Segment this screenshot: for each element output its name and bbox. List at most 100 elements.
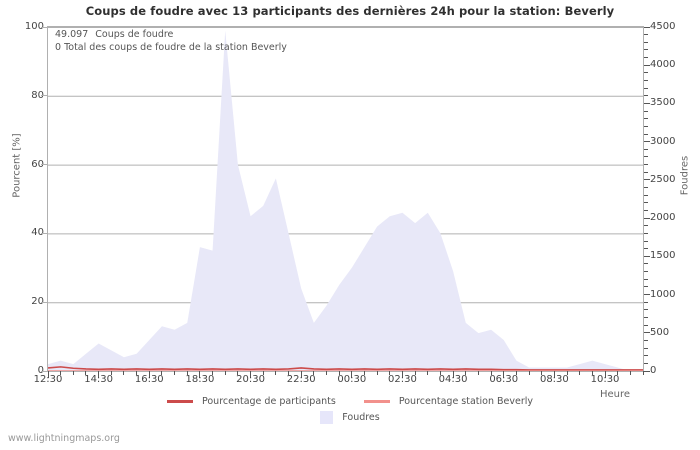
y-tick-mark-right [644,370,650,372]
y-tick-mark-right-minor [644,339,648,341]
y-tick-mark-right-minor [644,49,648,51]
y-tick-right-500: 500 [650,326,670,338]
x-tick-mark-minor [477,371,479,375]
y-tick-mark-right-minor [644,187,648,189]
y-tick-mark-left [41,301,47,303]
y-tick-mark-right-minor [644,164,648,166]
y-tick-right-1500: 1500 [650,250,676,262]
y-tick-mark-right-minor [644,309,648,311]
x-axis-label: Heure [600,389,631,400]
x-tick-mark-minor [123,371,125,375]
y-tick-mark-right-minor [644,286,648,288]
y-tick-right-3500: 3500 [650,97,676,109]
x-tick-mark-minor [72,371,74,375]
y-tick-mark-right-minor [644,156,648,158]
x-tick-mark-minor [427,371,429,375]
x-tick-label-1830: 18:30 [185,374,215,385]
x-tick-label-0630: 06:30 [489,374,519,385]
legend-item-1[interactable]: Pourcentage station Beverly [363,396,533,407]
y-tick-mark-right-minor [644,232,648,234]
x-tick-label-2030: 20:30 [236,374,265,385]
y-tick-mark-left [41,370,47,372]
y-tick-mark-right-minor [644,263,648,265]
x-tick-mark-minor [237,371,239,375]
y-tick-mark-right-minor [644,355,648,357]
y-tick-mark-right-minor [644,125,648,127]
x-tick-label-1230: 12:30 [33,374,63,385]
x-tick-mark-minor [642,371,644,375]
x-tick-mark-minor [439,371,441,375]
x-tick-mark-major [98,371,100,378]
x-tick-mark-minor [490,371,492,375]
source-attribution: www.lightningmaps.org [8,433,120,444]
x-tick-mark-minor [313,371,315,375]
legend-item-2[interactable]: Foudres [320,411,380,424]
y-tick-mark-right [644,26,650,28]
x-tick-mark-major [250,371,252,378]
x-tick-mark-minor [338,371,340,375]
y-tick-mark-right-minor [644,316,648,318]
y-tick-mark-right-minor [644,118,648,120]
y-tick-mark-right-minor [644,278,648,280]
y-tick-mark-right-minor [644,362,648,364]
x-tick-mark-minor [629,371,631,375]
x-tick-mark-minor [161,371,163,375]
x-tick-mark-minor [212,371,214,375]
x-tick-mark-minor [60,371,62,375]
legend-item-label: Pourcentage de participants [201,396,336,407]
x-tick-mark-major [553,371,555,378]
y-tick-mark-right [644,255,650,257]
x-tick-mark-minor [275,371,277,375]
legend-item-0[interactable]: Pourcentage de participants [166,396,336,407]
y-tick-mark-right-minor [644,240,648,242]
x-tick-mark-major [199,371,201,378]
y-tick-right-4500: 4500 [650,21,676,32]
x-tick-mark-minor [288,371,290,375]
y-tick-mark-right-minor [644,80,648,81]
y-tick-mark-right [644,294,650,296]
y-tick-mark-right-minor [644,57,648,59]
x-tick-mark-minor [566,371,568,375]
y-tick-right-3000: 3000 [650,135,676,147]
plot-area [47,26,644,372]
y-tick-left-60: 60 [31,158,44,170]
x-tick-label-1430: 14:30 [84,374,114,385]
x-tick-label-1630: 16:30 [134,374,164,385]
x-tick-mark-major [300,371,302,378]
y-tick-mark-right-minor [644,41,648,43]
x-tick-mark-minor [465,371,467,375]
chart-title: Coups de foudre avec 13 participants des… [85,4,615,18]
legend-swatch-icon [166,400,193,403]
x-tick-mark-minor [389,371,391,375]
plot-svg [48,27,643,371]
x-tick-mark-minor [617,371,619,375]
x-tick-mark-major [452,371,454,378]
x-tick-mark-major [47,371,49,378]
x-tick-mark-minor [136,371,138,375]
y-tick-mark-right-minor [644,34,648,36]
y-tick-mark-right [644,102,650,104]
annotation-total-strokes-value: 49.097 [55,29,89,40]
y-tick-mark-right-minor [644,202,648,204]
y-tick-mark-right-minor [644,347,648,349]
y-tick-right-0: 0 [650,365,657,376]
x-tick-mark-minor [224,371,226,375]
x-tick-mark-major [148,371,150,378]
y-tick-mark-right-minor [644,72,648,74]
x-tick-mark-minor [541,371,543,375]
y-tick-left-0: 0 [4,366,44,376]
y-tick-mark-right-minor [644,171,648,173]
x-tick-mark-minor [186,371,188,375]
x-tick-mark-minor [591,371,593,375]
x-tick-label-1030: 10:30 [590,374,620,385]
x-tick-label-0030: 00:30 [337,374,367,385]
annotation-total-strokes-label: Coups de foudre [95,29,174,40]
y-tick-mark-right [644,217,650,219]
y-tick-right-2000: 2000 [650,212,676,224]
y-tick-mark-left [41,26,47,28]
annotation-station-strokes-value: 0 [55,42,62,53]
x-tick-mark-major [503,371,505,378]
x-tick-mark-minor [528,371,530,375]
y-tick-mark-left [41,164,47,166]
y-tick-mark-right-minor [644,110,648,112]
